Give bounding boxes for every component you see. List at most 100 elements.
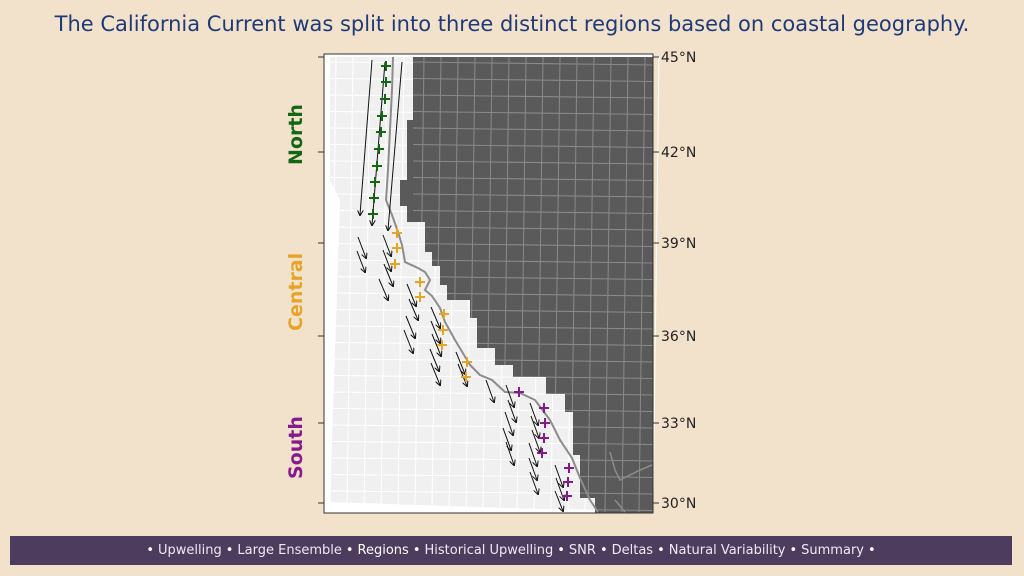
grid-line (652, 56, 660, 513)
wind-arrow (431, 333, 441, 356)
wind-arrow (383, 263, 393, 286)
land-grid-line (412, 210, 653, 214)
nav-item-regions[interactable]: Regions (357, 543, 409, 558)
lat-label: 33°N (661, 416, 696, 432)
wind-arrow (408, 298, 418, 320)
navigation-bar: • Upwelling • Large Ensemble • Regions • Histor… (10, 536, 1012, 565)
plus-marker (539, 403, 549, 413)
wind-arrow (505, 441, 514, 465)
land-grid-line (412, 226, 653, 231)
wind-arrow (528, 442, 537, 466)
nav-bullet: • (789, 543, 798, 558)
nav-bullet: • (867, 543, 876, 558)
wind-arrow (554, 490, 563, 511)
wind-arrow (485, 379, 494, 402)
plus-marker (537, 448, 547, 458)
nav-item-summary[interactable]: Summary (801, 543, 864, 558)
land-grid-line (412, 144, 653, 148)
plus-marker (563, 477, 573, 487)
wind-arrow (405, 315, 415, 338)
nav-bullet: • (599, 543, 608, 558)
wind-arrow (531, 429, 540, 452)
lat-label: 36°N (661, 329, 696, 345)
wind-arrow (378, 278, 388, 300)
nav-item-snr[interactable]: SNR (568, 543, 596, 558)
plus-marker (372, 161, 382, 171)
nav-item-deltas[interactable]: Deltas (611, 543, 654, 558)
wind-arrow (530, 415, 539, 438)
plus-marker (380, 94, 390, 104)
plus-marker (461, 372, 471, 382)
plus-marker (392, 243, 402, 253)
wind-arrow (529, 402, 538, 425)
wind-arrow (382, 249, 391, 271)
plus-marker (374, 144, 384, 154)
lat-label: 45°N (661, 50, 696, 66)
wind-arrow (429, 348, 439, 371)
nav-item-natural-variability[interactable]: Natural Variability (668, 543, 786, 558)
border-line (609, 451, 653, 482)
plus-marker (376, 127, 386, 137)
plus-marker (369, 193, 379, 203)
region-markers (368, 61, 574, 501)
plus-marker (437, 340, 447, 350)
plus-marker (377, 111, 387, 121)
nav-bullet: • (345, 543, 354, 558)
lat-label: 39°N (661, 236, 696, 252)
lat-label: 30°N (661, 496, 696, 512)
wind-arrow (529, 471, 538, 494)
plus-marker (381, 77, 391, 87)
grid-line (363, 56, 371, 513)
plus-marker (562, 491, 572, 501)
plus-marker (368, 209, 378, 219)
wind-arrow (430, 320, 440, 343)
wind-arrows (356, 59, 564, 511)
land-grid-line (412, 61, 653, 66)
wind-arrow (455, 351, 465, 374)
latitude-axis: 45°N 42°N 39°N 36°N 33°N 30°N (318, 50, 696, 512)
nav-item-historical-upwelling[interactable]: Historical Upwelling (424, 543, 554, 558)
plus-marker (539, 433, 549, 443)
land-grid-line (412, 160, 653, 165)
land-grid-line (412, 94, 653, 99)
slide-title: The California Current was split into th… (54, 12, 970, 36)
plus-marker (381, 61, 391, 71)
land-grid-line (656, 57, 662, 512)
plus-marker (564, 463, 574, 473)
land-grid-line (412, 111, 653, 115)
land-grid-line (638, 57, 646, 513)
wind-arrow (388, 61, 403, 230)
nav-bullet: • (146, 543, 154, 558)
wind-arrow (504, 411, 513, 435)
plus-marker (392, 228, 402, 238)
land-grid-line (412, 243, 653, 247)
land-grid-line (604, 57, 612, 513)
wind-arrow (360, 59, 373, 215)
nav-bullet: • (657, 543, 665, 558)
nav-bullet: • (412, 543, 421, 558)
grid-line (346, 56, 354, 513)
wind-arrow (457, 363, 467, 386)
wind-arrow (430, 306, 440, 328)
land-grid-line (621, 57, 629, 513)
plus-marker (415, 277, 425, 287)
border-line (614, 499, 626, 513)
plus-marker (438, 325, 448, 335)
plus-marker (439, 309, 449, 319)
land-grid-line (412, 292, 653, 297)
nav-item-large-ensemble[interactable]: Large Ensemble (237, 543, 342, 558)
wind-arrow (382, 234, 391, 256)
map-frame (323, 53, 654, 514)
nav-bullet: • (225, 543, 234, 558)
wind-arrow (528, 457, 537, 480)
wind-arrow (430, 362, 440, 385)
land-grid-line (412, 193, 653, 198)
plus-marker (462, 357, 472, 367)
nav-item-upwelling[interactable]: Upwelling (158, 543, 222, 558)
wind-arrow (507, 399, 516, 422)
lat-label: 42°N (661, 145, 696, 161)
wind-arrow (356, 250, 365, 272)
land-grid (400, 57, 662, 513)
land-grid-line (412, 276, 653, 280)
